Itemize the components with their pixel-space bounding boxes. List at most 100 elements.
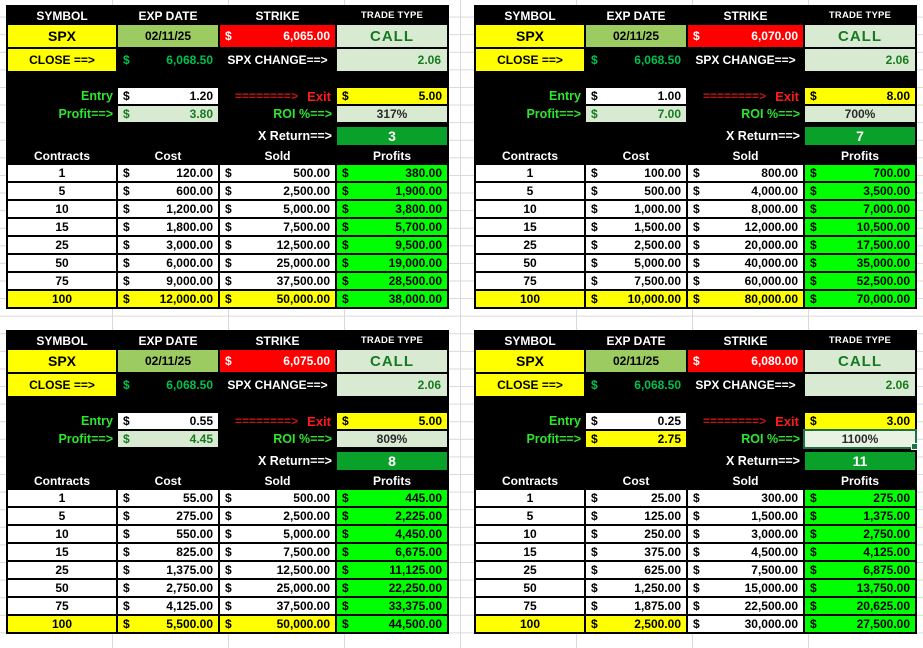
cost-cell[interactable]: $ 125.00	[586, 508, 686, 524]
sold-cell[interactable]: $ 25,000.00	[220, 255, 335, 271]
strike-cell[interactable]: $ 6,070.00	[688, 25, 803, 47]
cost-cell[interactable]: $ 2,500.00	[586, 237, 686, 253]
profit-cell[interactable]: $ 3,800.00	[337, 201, 447, 217]
profit-cell[interactable]: $ 27,500.00	[805, 616, 915, 632]
x-return-value-cell[interactable]: 7	[805, 127, 915, 145]
sold-cell[interactable]: $ 7,500.00	[220, 544, 335, 560]
roi-value-cell[interactable]: 700%	[805, 106, 915, 122]
contracts-cell[interactable]: 75	[476, 598, 584, 614]
sold-cell[interactable]: $ 15,000.00	[688, 580, 803, 596]
contracts-cell[interactable]: 100	[8, 291, 116, 307]
sold-cell[interactable]: $ 4,500.00	[688, 544, 803, 560]
profit-cell[interactable]: $ 9,500.00	[337, 237, 447, 253]
profit-cell[interactable]: $ 2,225.00	[337, 508, 447, 524]
cost-cell[interactable]: $ 1,500.00	[586, 219, 686, 235]
cost-cell[interactable]: $ 9,000.00	[118, 273, 218, 289]
sold-cell[interactable]: $ 22,500.00	[688, 598, 803, 614]
symbol-cell[interactable]: SPX	[476, 25, 584, 47]
contracts-cell[interactable]: 100	[476, 616, 584, 632]
cost-cell[interactable]: $ 2,750.00	[118, 580, 218, 596]
sold-cell[interactable]: $ 20,000.00	[688, 237, 803, 253]
symbol-cell[interactable]: SPX	[476, 350, 584, 372]
profit-cell[interactable]: $ 52,500.00	[805, 273, 915, 289]
contracts-cell[interactable]: 75	[476, 273, 584, 289]
cost-cell[interactable]: $ 6,000.00	[118, 255, 218, 271]
trade-type-cell[interactable]: CALL	[805, 25, 915, 47]
profit-value-cell[interactable]: $ 3.80	[118, 106, 218, 122]
profit-cell[interactable]: $ 4,125.00	[805, 544, 915, 560]
contracts-cell[interactable]: 5	[8, 183, 116, 199]
x-return-value-cell[interactable]: 8	[337, 452, 447, 470]
profit-cell[interactable]: $ 1,900.00	[337, 183, 447, 199]
entry-value-cell[interactable]: $ 1.00	[586, 88, 686, 104]
exit-value-cell[interactable]: $ 8.00	[805, 88, 915, 104]
cost-cell[interactable]: $ 825.00	[118, 544, 218, 560]
profit-cell[interactable]: $ 3,500.00	[805, 183, 915, 199]
profit-cell[interactable]: $ 38,000.00	[337, 291, 447, 307]
spx-change-cell[interactable]: 2.06	[805, 49, 915, 71]
contracts-cell[interactable]: 10	[8, 201, 116, 217]
cost-cell[interactable]: $ 550.00	[118, 526, 218, 542]
spx-change-cell[interactable]: 2.06	[337, 374, 447, 396]
profit-cell[interactable]: $ 33,375.00	[337, 598, 447, 614]
trade-type-cell[interactable]: CALL	[805, 350, 915, 372]
sold-cell[interactable]: $ 800.00	[688, 165, 803, 181]
sold-cell[interactable]: $ 2,500.00	[220, 508, 335, 524]
profit-cell[interactable]: $ 10,500.00	[805, 219, 915, 235]
sold-cell[interactable]: $ 12,500.00	[220, 562, 335, 578]
sold-cell[interactable]: $ 4,000.00	[688, 183, 803, 199]
contracts-cell[interactable]: 75	[8, 273, 116, 289]
contracts-cell[interactable]: 15	[476, 219, 584, 235]
roi-value-cell[interactable]: 1100%	[803, 429, 918, 450]
cost-cell[interactable]: $ 275.00	[118, 508, 218, 524]
contracts-cell[interactable]: 1	[8, 165, 116, 181]
cost-cell[interactable]: $ 25.00	[586, 490, 686, 506]
trade-type-cell[interactable]: CALL	[337, 350, 447, 372]
sold-cell[interactable]: $ 12,500.00	[220, 237, 335, 253]
profit-cell[interactable]: $ 35,000.00	[805, 255, 915, 271]
sold-cell[interactable]: $ 5,000.00	[220, 526, 335, 542]
x-return-value-cell[interactable]: 11	[805, 452, 915, 470]
strike-cell[interactable]: $ 6,075.00	[220, 350, 335, 372]
profit-cell[interactable]: $ 6,675.00	[337, 544, 447, 560]
cost-cell[interactable]: $ 1,375.00	[118, 562, 218, 578]
profit-cell[interactable]: $ 380.00	[337, 165, 447, 181]
cost-cell[interactable]: $ 10,000.00	[586, 291, 686, 307]
exit-value-cell[interactable]: $ 5.00	[337, 413, 447, 429]
contracts-cell[interactable]: 10	[476, 201, 584, 217]
profit-cell[interactable]: $ 19,000.00	[337, 255, 447, 271]
contracts-cell[interactable]: 25	[476, 237, 584, 253]
x-return-value-cell[interactable]: 3	[337, 127, 447, 145]
symbol-cell[interactable]: SPX	[8, 350, 116, 372]
profit-cell[interactable]: $ 1,375.00	[805, 508, 915, 524]
close-price-cell[interactable]: $ 6,068.50	[118, 49, 218, 71]
contracts-cell[interactable]: 100	[476, 291, 584, 307]
sold-cell[interactable]: $ 8,000.00	[688, 201, 803, 217]
profit-cell[interactable]: $ 22,250.00	[337, 580, 447, 596]
trade-type-cell[interactable]: CALL	[337, 25, 447, 47]
cost-cell[interactable]: $ 375.00	[586, 544, 686, 560]
cost-cell[interactable]: $ 500.00	[586, 183, 686, 199]
sold-cell[interactable]: $ 500.00	[220, 490, 335, 506]
contracts-cell[interactable]: 5	[476, 183, 584, 199]
exp-date-cell[interactable]: 02/11/25	[118, 350, 218, 372]
cost-cell[interactable]: $ 7,500.00	[586, 273, 686, 289]
sold-cell[interactable]: $ 30,000.00	[688, 616, 803, 632]
profit-cell[interactable]: $ 28,500.00	[337, 273, 447, 289]
cost-cell[interactable]: $ 250.00	[586, 526, 686, 542]
contracts-cell[interactable]: 25	[8, 562, 116, 578]
profit-cell[interactable]: $ 4,450.00	[337, 526, 447, 542]
roi-value-cell[interactable]: 809%	[337, 431, 447, 447]
contracts-cell[interactable]: 1	[8, 490, 116, 506]
sold-cell[interactable]: $ 12,000.00	[688, 219, 803, 235]
contracts-cell[interactable]: 100	[8, 616, 116, 632]
contracts-cell[interactable]: 25	[8, 237, 116, 253]
exp-date-cell[interactable]: 02/11/25	[118, 25, 218, 47]
cost-cell[interactable]: $ 3,000.00	[118, 237, 218, 253]
entry-value-cell[interactable]: $ 1.20	[118, 88, 218, 104]
exp-date-cell[interactable]: 02/11/25	[586, 25, 686, 47]
profit-value-cell[interactable]: $ 2.75	[586, 431, 686, 447]
profit-cell[interactable]: $ 275.00	[805, 490, 915, 506]
selection-handle[interactable]	[911, 443, 918, 450]
cost-cell[interactable]: $ 12,000.00	[118, 291, 218, 307]
